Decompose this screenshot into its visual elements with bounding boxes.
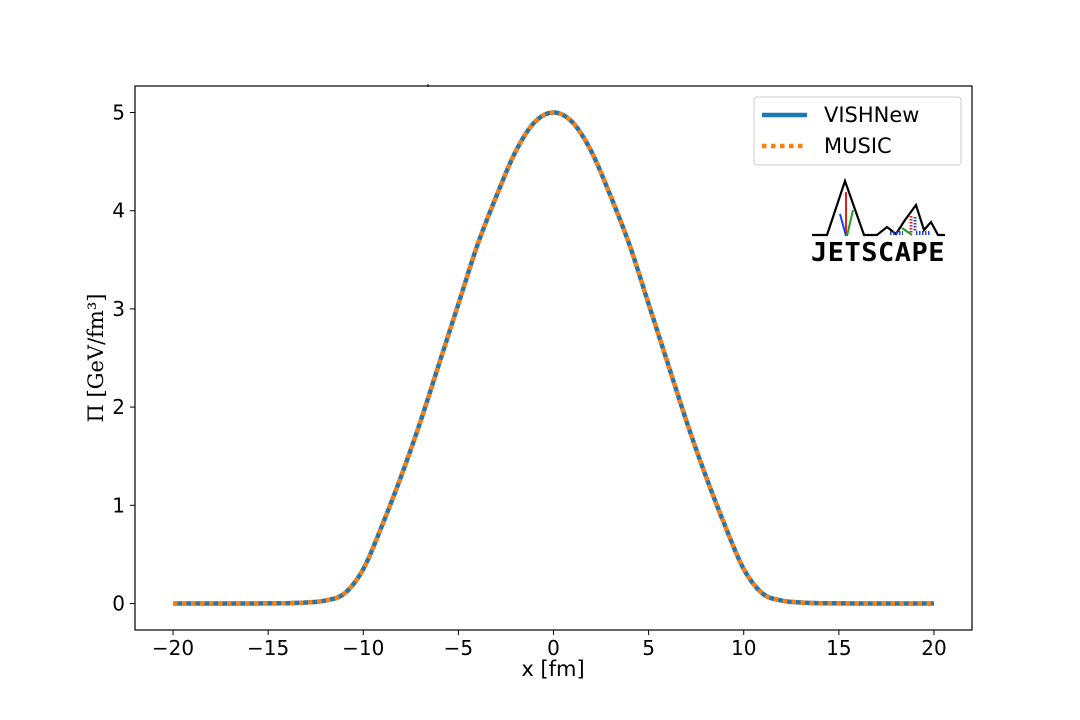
- jetscape-logo: JETSCAPE: [811, 177, 945, 268]
- x-tick-label: 5: [642, 636, 655, 660]
- y-tick-label: 0: [112, 591, 125, 615]
- x-tick-label: −20: [152, 636, 194, 660]
- logo-hatch-green: [901, 227, 913, 236]
- y-tick-label: 2: [112, 395, 125, 419]
- x-tick-label: −15: [247, 636, 289, 660]
- x-tick-label: −10: [342, 636, 384, 660]
- legend: VISHNew MUSIC: [753, 96, 962, 166]
- x-tick-label: 10: [731, 636, 756, 660]
- x-axis-ticks: −20 −15 −10 −5 0 5 10 15 20: [152, 630, 947, 660]
- logo-mountain-outline: [812, 177, 945, 237]
- x-tick-label: 0: [547, 636, 560, 660]
- x-tick-label: −5: [444, 636, 473, 660]
- y-axis-ticks: 0 1 2 3 4 5: [112, 101, 135, 615]
- series-layer: [173, 110, 934, 606]
- y-tick-label: 3: [112, 297, 125, 321]
- plot-area-frame: [134, 85, 973, 631]
- logo-green-stroke: [846, 209, 854, 237]
- series-line-music: [173, 110, 934, 606]
- x-tick-label: 20: [921, 636, 946, 660]
- y-axis-label: Π [GeV/fm³]: [84, 294, 108, 423]
- x-axis-label: x [fm]: [521, 657, 584, 681]
- logo-wordmark: JETSCAPE: [811, 238, 945, 268]
- legend-label-vishnew: VISHNew: [824, 103, 919, 127]
- logo-blue-stroke: [839, 213, 847, 237]
- y-tick-label: 5: [112, 101, 125, 125]
- legend-label-music: MUSIC: [824, 134, 892, 158]
- y-tick-label: 4: [112, 199, 125, 223]
- y-tick-label: 1: [112, 493, 125, 517]
- x-tick-label: 15: [826, 636, 851, 660]
- series-line-vishnew: [173, 110, 934, 606]
